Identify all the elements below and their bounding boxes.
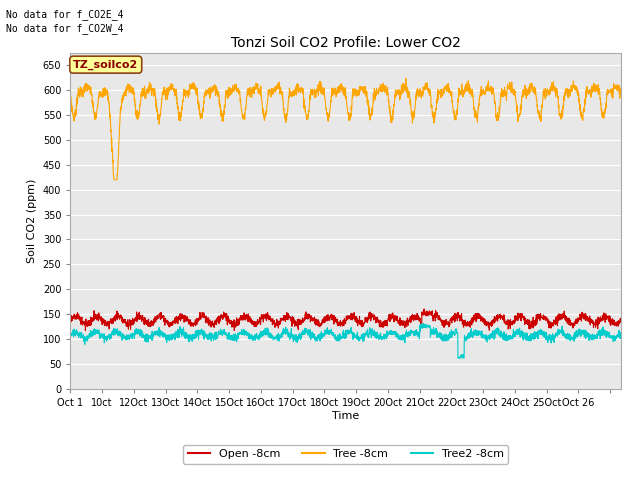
- Tree -8cm: [189, 82, 196, 88]
- Tree2 -8cm: [97, 331, 105, 336]
- Tree -8cm: [507, 83, 515, 89]
- Tree -8cm: [495, 114, 502, 120]
- Tree -8cm: [402, 76, 410, 82]
- Tree -8cm: [67, 85, 74, 91]
- X-axis label: Time: Time: [332, 410, 359, 420]
- Tree2 -8cm: [188, 332, 196, 338]
- Tree2 -8cm: [420, 321, 428, 326]
- Tree2 -8cm: [507, 334, 515, 340]
- Tree -8cm: [142, 90, 150, 96]
- Tree2 -8cm: [142, 333, 150, 338]
- Line: Tree2 -8cm: Tree2 -8cm: [70, 324, 621, 358]
- Open -8cm: [429, 314, 436, 320]
- Tree2 -8cm: [617, 334, 625, 339]
- Tree2 -8cm: [454, 355, 462, 361]
- Open -8cm: [420, 306, 428, 312]
- Text: No data for f_CO2E_4: No data for f_CO2E_4: [6, 9, 124, 20]
- Open -8cm: [617, 320, 625, 325]
- Open -8cm: [97, 317, 105, 323]
- Open -8cm: [495, 315, 502, 321]
- Tree2 -8cm: [67, 331, 74, 336]
- Tree -8cm: [617, 92, 625, 97]
- Line: Tree -8cm: Tree -8cm: [70, 79, 621, 180]
- Open -8cm: [67, 317, 74, 323]
- Line: Open -8cm: Open -8cm: [70, 309, 621, 331]
- Open -8cm: [507, 317, 515, 323]
- Open -8cm: [230, 328, 238, 334]
- Open -8cm: [188, 320, 196, 325]
- Open -8cm: [142, 319, 150, 324]
- Legend: Open -8cm, Tree -8cm, Tree2 -8cm: Open -8cm, Tree -8cm, Tree2 -8cm: [183, 445, 508, 464]
- Text: No data for f_CO2W_4: No data for f_CO2W_4: [6, 23, 124, 34]
- Tree -8cm: [429, 109, 436, 115]
- Text: TZ_soilco2: TZ_soilco2: [73, 60, 138, 70]
- Tree -8cm: [97, 90, 105, 96]
- Title: Tonzi Soil CO2 Profile: Lower CO2: Tonzi Soil CO2 Profile: Lower CO2: [230, 36, 461, 50]
- Tree2 -8cm: [495, 326, 502, 332]
- Tree -8cm: [110, 177, 118, 182]
- Tree2 -8cm: [429, 330, 436, 336]
- Y-axis label: Soil CO2 (ppm): Soil CO2 (ppm): [27, 179, 37, 263]
